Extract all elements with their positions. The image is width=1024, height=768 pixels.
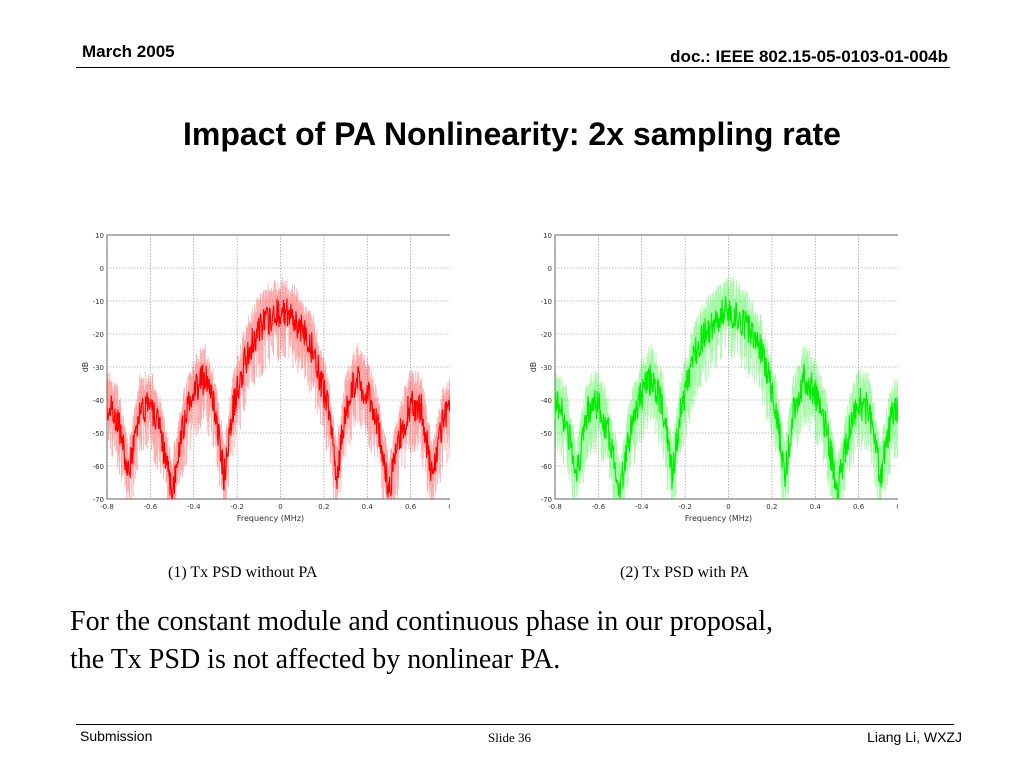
left-x-tick-label-4: 0 <box>278 503 282 511</box>
right-x-tick-label-8: 0.8 <box>896 503 898 511</box>
left-y-tick-label-1: 0 <box>100 265 104 273</box>
chart-tx-psd-without-pa: -0.8 -0.6 -0.4 -0.2 0 0.2 0.4 0.6 0.8 10 0 -10 -20 -3… <box>80 225 450 535</box>
footer-slide-number: Slide 36 <box>488 730 531 745</box>
left-series-line <box>106 298 450 500</box>
left-grid <box>106 234 450 500</box>
right-x-tick-label-0: -0.8 <box>548 503 562 511</box>
right-y-tick-label-0: 10 <box>543 232 552 240</box>
right-y-tick-label-8: -70 <box>541 496 552 504</box>
right-x-tick-label-5: 0.2 <box>766 503 777 511</box>
footer-submission: Submission <box>80 728 153 744</box>
left-x-tick-label-7: 0.6 <box>405 503 417 511</box>
chart-svg-left: -0.8 -0.6 -0.4 -0.2 0 0.2 0.4 0.6 0.8 10 0 -10 -20 -3… <box>81 232 450 523</box>
right-x-axis-label: Frequency (MHz) <box>685 514 752 523</box>
left-x-tick-label-3: -0.2 <box>230 503 244 511</box>
body-line-2: the Tx PSD is not affected by nonlinear … <box>70 644 561 675</box>
left-y-tick-label-0: 10 <box>95 232 104 240</box>
body-text: For the constant module and continuous p… <box>70 603 970 679</box>
caption-without-pa: (1) Tx PSD without PA <box>168 564 318 581</box>
chart-svg-right: -0.8 -0.6 -0.4 -0.2 0 0.2 0.4 0.6 0.8 10 0 -10 -20 -3… <box>529 232 898 523</box>
right-x-tick-label-3: -0.2 <box>678 503 692 511</box>
caption-with-pa: (2) Tx PSD with PA <box>620 564 749 581</box>
left-y-tick-label-3: -20 <box>93 331 104 339</box>
left-x-tick-label-1: -0.6 <box>144 503 158 511</box>
left-x-tick-label-8: 0.8 <box>448 503 450 511</box>
right-series-line <box>554 296 898 500</box>
left-y-tick-label-7: -60 <box>93 463 104 471</box>
right-y-axis-label: dB <box>529 362 538 373</box>
left-x-tick-label-5: 0.2 <box>318 503 329 511</box>
right-y-tick-label-2: -10 <box>541 298 552 306</box>
left-x-tick-label-6: 0.4 <box>362 503 374 511</box>
header-doc-id: doc.: IEEE 802.15-05-0103-01-004b <box>670 47 948 66</box>
slide-title: Impact of PA Nonlinearity: 2x sampling r… <box>183 116 841 152</box>
right-grid <box>554 234 898 500</box>
left-x-tick-label-0: -0.8 <box>100 503 114 511</box>
right-x-tick-label-7: 0.6 <box>853 503 865 511</box>
left-y-tick-label-6: -50 <box>93 430 104 438</box>
right-x-tick-label-1: -0.6 <box>592 503 606 511</box>
left-y-tick-label-2: -10 <box>93 298 104 306</box>
right-y-tick-label-3: -20 <box>541 331 552 339</box>
left-y-tick-label-8: -70 <box>93 496 104 504</box>
left-y-tick-label-5: -40 <box>93 397 104 405</box>
chart-tx-psd-with-pa: -0.8 -0.6 -0.4 -0.2 0 0.2 0.4 0.6 0.8 10 0 -10 -20 -3… <box>528 225 898 535</box>
body-line-1: For the constant module and continuous p… <box>70 606 773 637</box>
right-y-tick-label-7: -60 <box>541 463 552 471</box>
footer-author: Liang Li, WXZJ <box>867 729 962 745</box>
right-y-tick-label-1: 0 <box>548 265 552 273</box>
right-x-tick-label-6: 0.4 <box>810 503 822 511</box>
right-y-tick-label-6: -50 <box>541 430 552 438</box>
right-x-tick-label-2: -0.4 <box>635 503 649 511</box>
left-y-tick-label-4: -30 <box>93 364 104 372</box>
right-y-tick-label-5: -40 <box>541 397 552 405</box>
left-x-axis-label: Frequency (MHz) <box>237 514 304 523</box>
right-y-tick-label-4: -30 <box>541 364 552 372</box>
left-x-tick-label-2: -0.4 <box>187 503 201 511</box>
header-divider <box>76 67 950 68</box>
left-y-axis-label: dB <box>81 362 90 373</box>
header-date: March 2005 <box>82 42 175 61</box>
footer-divider <box>76 724 954 725</box>
right-x-tick-label-4: 0 <box>726 503 730 511</box>
